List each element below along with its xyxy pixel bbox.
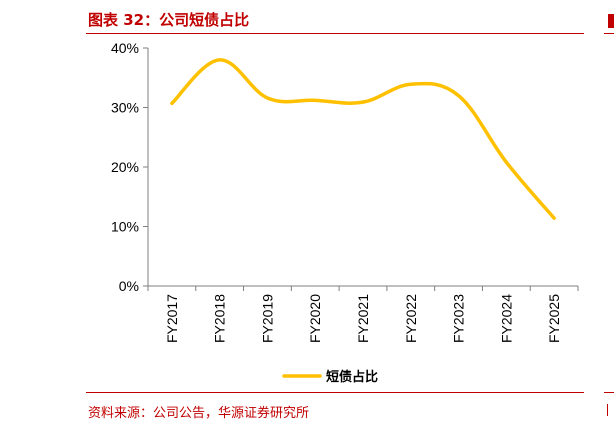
edge-marker [608, 14, 614, 28]
x-tick-label: FY2017 [164, 294, 180, 343]
x-tick-label: FY2019 [259, 294, 275, 343]
x-tick-label: FY2021 [355, 294, 371, 343]
x-tick-label: FY2022 [403, 294, 419, 343]
figure-title: 图表 32：公司短债占比 [88, 11, 250, 29]
x-tick-label: FY2024 [498, 294, 514, 343]
series-layer [170, 58, 556, 220]
y-tick-label: 0% [119, 278, 139, 294]
axes: 0% 10% 20% 30% 40% FY2017 FY2018 FY2019 FY2020 FY… [111, 40, 579, 343]
source-rule [86, 392, 584, 393]
series-line [170, 58, 556, 220]
x-tick-label: FY2018 [212, 294, 228, 343]
edge-rule [604, 33, 614, 34]
y-tick-label: 20% [111, 159, 139, 175]
y-tick-label: 10% [111, 219, 139, 235]
x-tick-label: FY2023 [451, 294, 467, 343]
y-tick-label: 40% [111, 40, 139, 56]
source-note: 资料来源：公司公告，华源证券研究所 [88, 406, 310, 421]
y-tick-label: 30% [111, 100, 139, 116]
edge-rule-bottom [604, 392, 614, 393]
edge-source-marker [607, 404, 614, 416]
x-tick-label: FY2025 [546, 294, 562, 343]
x-tick-label: FY2020 [307, 294, 323, 343]
title-rule [86, 33, 584, 34]
legend: 短债占比 [282, 369, 378, 385]
legend-label: 短债占比 [326, 369, 378, 385]
